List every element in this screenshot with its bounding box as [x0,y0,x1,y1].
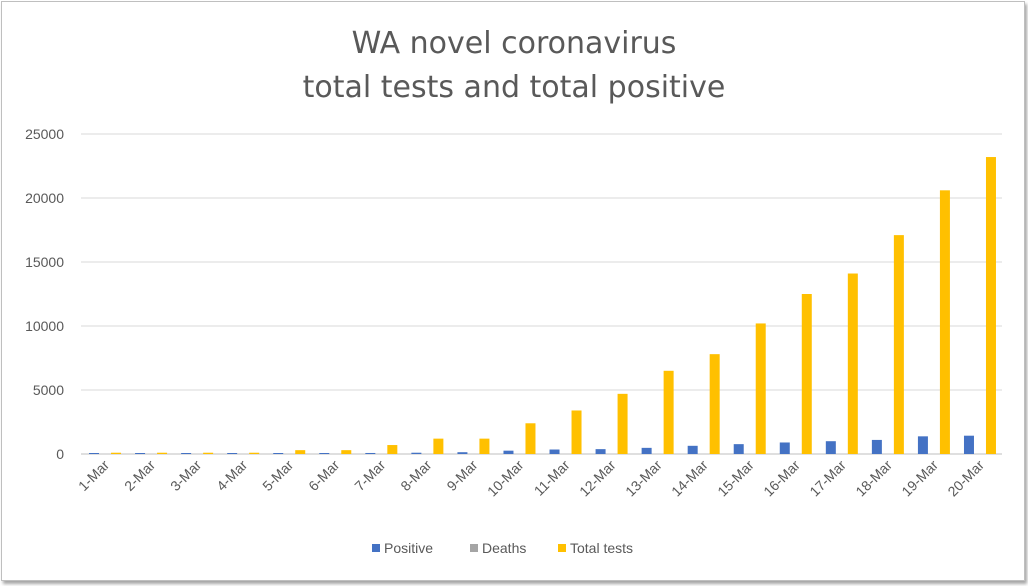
bar-total-tests [755,323,766,454]
bar-positive [503,450,514,454]
bar-positive [549,449,560,454]
bar-positive [227,453,238,454]
legend-swatch-total-tests [558,544,566,552]
bar-positive [319,453,330,454]
bar-total-tests [985,157,996,455]
bar-positive [135,453,146,454]
x-tick-label: 6-Mar [305,457,342,494]
x-tick-label: 15-Mar [714,457,757,500]
bar-total-tests [157,452,168,454]
bar-total-tests [433,438,444,454]
bar-total-tests [203,452,214,454]
x-tick-label: 5-Mar [259,457,296,494]
x-tick-label: 19-Mar [898,457,941,500]
bar-total-tests [111,452,122,454]
bar-total-tests [525,423,536,454]
x-tick-label: 18-Mar [852,457,895,500]
bar-total-tests [939,190,950,454]
bar-total-tests [847,273,858,454]
legend-swatch-positive [372,544,380,552]
x-tick-label: 17-Mar [806,457,849,500]
x-tick-label: 4-Mar [213,457,250,494]
x-tick-label: 9-Mar [443,457,480,494]
bar-total-tests [479,438,490,454]
bar-positive [89,453,100,454]
bar-positive [733,444,744,454]
x-tick-label: 1-Mar [75,457,112,494]
bar-total-tests [663,370,674,454]
bar-total-tests [387,445,398,454]
bar-positive [917,436,928,454]
x-tick-label: 16-Mar [760,457,803,500]
bar-positive [365,452,376,454]
x-tick-label: 14-Mar [668,457,711,500]
bar-positive [457,452,468,454]
bar-positive [779,442,790,454]
bar-total-tests [249,452,260,454]
bar-total-tests [341,450,352,454]
legend-swatch-deaths [470,544,478,552]
bar-total-tests [617,393,628,454]
y-tick-label: 0 [56,446,64,462]
bar-positive [411,452,422,454]
x-tick-label: 8-Mar [397,457,434,494]
bar-total-tests [801,294,812,454]
x-tick-label: 12-Mar [576,457,619,500]
x-tick-label: 7-Mar [351,457,388,494]
x-tick-label: 2-Mar [121,457,158,494]
bar-positive [641,447,652,454]
bar-positive [871,439,882,454]
y-tick-label: 10000 [25,318,64,334]
bar-total-tests [571,410,582,454]
bar-total-tests [893,235,904,454]
bar-positive [273,453,284,454]
bar-positive [595,449,606,454]
bar-total-tests [709,354,720,454]
bar-total-tests [295,450,306,454]
chart-title-line2: total tests and total positive [302,70,726,105]
y-tick-label: 5000 [33,382,64,398]
x-tick-label: 3-Mar [167,457,204,494]
x-tick-label: 10-Mar [484,457,527,500]
x-tick-label: 13-Mar [622,457,665,500]
bar-positive [687,445,698,454]
bar-positive [963,435,974,454]
legend-label-positive: Positive [384,540,433,556]
x-tick-label: 20-Mar [944,457,987,500]
bar-positive [825,441,836,454]
y-tick-label: 25000 [25,126,64,142]
chart-title-line1: WA novel coronavirus [351,26,677,61]
y-tick-label: 20000 [25,190,64,206]
bar-positive [181,453,192,454]
legend-label-deaths: Deaths [482,540,526,556]
x-tick-label: 11-Mar [531,457,573,499]
y-tick-label: 15000 [25,254,64,270]
legend-label-total-tests: Total tests [570,540,633,556]
